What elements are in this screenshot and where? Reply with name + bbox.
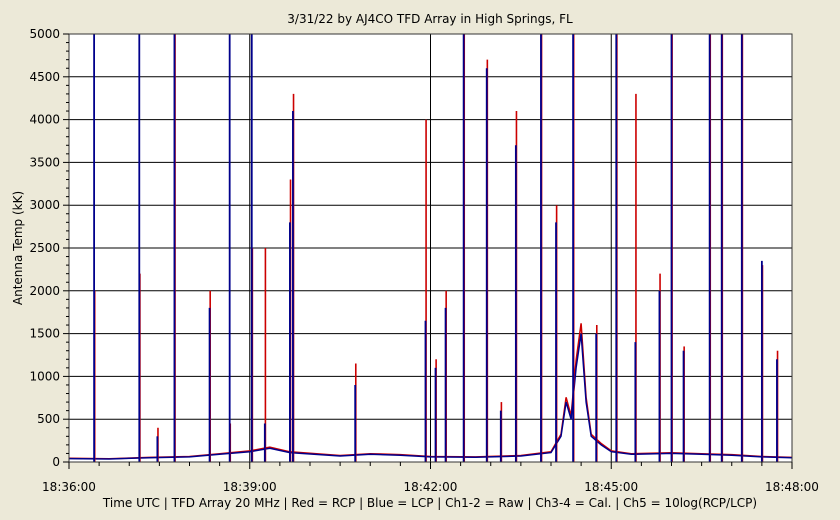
axes: 0 500 1000 1500 2000 2500 3000 3500 4000 4500 5000… [29,27,819,494]
x-tick-label: 18:48:00 [765,480,819,494]
y-tick-label: 4500 [29,70,60,84]
chart-title: 3/31/22 by AJ4CO TFD Array in High Sprin… [287,12,573,26]
grid-lines [69,34,792,462]
y-tick-label: 1000 [29,369,60,383]
x-tick-label: 18:42:00 [404,480,458,494]
y-tick-label: 5000 [29,27,60,41]
x-tick-label: 18:45:00 [584,480,638,494]
y-tick-label: 3500 [29,155,60,169]
y-tick-label: 2500 [29,241,60,255]
y-axis-label: Antenna Temp (kK) [11,191,25,305]
x-tick-label: 18:39:00 [223,480,277,494]
x-tick-label: 18:36:00 [42,480,96,494]
y-tick-label: 1500 [29,327,60,341]
chart-caption: Time UTC | TFD Array 20 MHz | Red = RCP … [102,496,757,510]
y-tick-label: 2000 [29,284,60,298]
data-layer [68,34,793,462]
y-tick-label: 3000 [29,198,60,212]
y-tick-label: 500 [37,412,60,426]
y-tick-label: 0 [52,455,60,469]
y-tick-label: 4000 [29,113,60,127]
